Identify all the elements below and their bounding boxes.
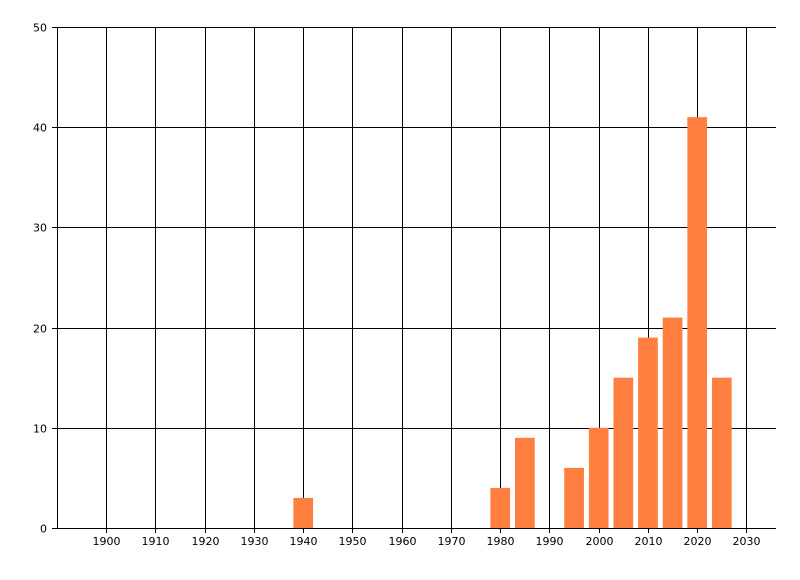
y-tick-label: 0: [40, 523, 47, 536]
x-tick-label: 2030: [733, 535, 761, 548]
y-axis-ticks: 0 10 20 30 40 50: [33, 22, 57, 536]
x-tick-label: 2020: [684, 535, 712, 548]
y-tick-label: 20: [33, 323, 47, 336]
bar: [687, 117, 708, 529]
x-tick-label: 1940: [290, 535, 318, 548]
bar: [490, 487, 511, 528]
x-tick-label: 1970: [438, 535, 466, 548]
bar: [588, 427, 609, 528]
bar: [613, 377, 634, 528]
y-tick-label: 40: [33, 122, 47, 135]
x-tick-label: 1950: [339, 535, 367, 548]
x-tick-label: 1920: [192, 535, 220, 548]
y-tick-label: 10: [33, 423, 47, 436]
x-tick-label: 1980: [487, 535, 515, 548]
x-tick-label: 1990: [536, 535, 564, 548]
bar: [564, 467, 584, 528]
bar: [711, 377, 732, 528]
y-tick-label: 30: [33, 222, 47, 235]
bar: [293, 497, 314, 528]
y-tick-label: 50: [33, 22, 47, 35]
x-tick-label: 1930: [241, 535, 269, 548]
axes: [57, 27, 776, 529]
x-tick-label: 1900: [93, 535, 121, 548]
bars: [293, 117, 732, 529]
bar: [662, 317, 683, 528]
x-tick-label: 2000: [586, 535, 614, 548]
x-tick-label: 2010: [635, 535, 663, 548]
x-tick-label: 1910: [142, 535, 170, 548]
x-tick-label: 1960: [389, 535, 417, 548]
bar: [638, 337, 658, 528]
bar: [514, 437, 535, 528]
x-axis-ticks: 1900 1910 1920 1930 1940 1950 1960 1970 1980 1990…: [93, 528, 761, 548]
